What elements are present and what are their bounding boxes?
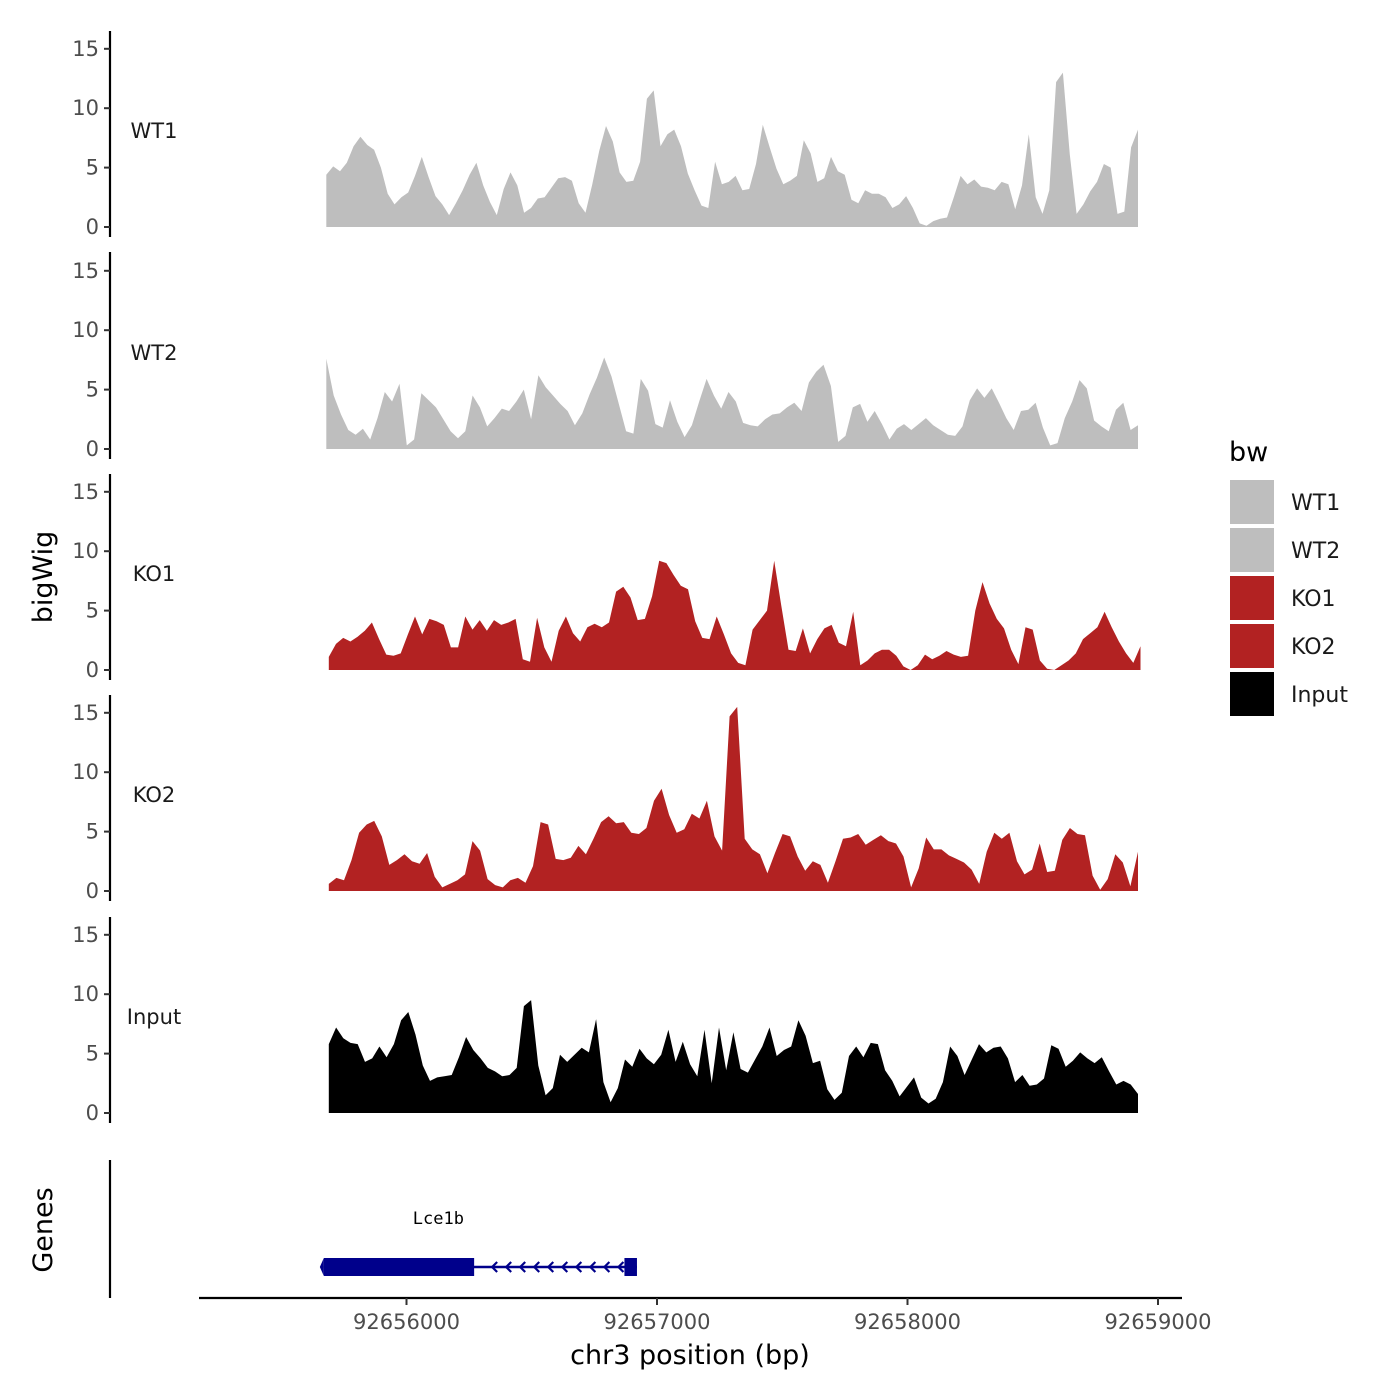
legend-label: WT1 <box>1291 491 1340 516</box>
signal-area-ko2 <box>328 706 1138 891</box>
y-tick-label: 5 <box>86 378 99 402</box>
y-tick-label: 0 <box>86 215 99 239</box>
y-tick-label: 10 <box>72 760 99 784</box>
genes-track: Genes Lce1b <box>28 1160 637 1298</box>
x-tick-label: 92658000 <box>854 1310 961 1334</box>
track-label-ko2: KO2 <box>133 783 176 807</box>
signal-tracks: 0 5 10 15 WT1 0 5 10 15 WT2 0 5 10 15 KO1 0 5 10 15 KO2 0 5 10… <box>72 31 1141 1125</box>
y-tick-label: 5 <box>86 820 99 844</box>
strand-arrow <box>602 1261 611 1273</box>
strand-arrow <box>532 1261 541 1273</box>
strand-arrow <box>546 1261 555 1273</box>
y-tick-label: 15 <box>72 37 99 61</box>
track-label-wt2: WT2 <box>131 341 178 365</box>
y-tick-label: 10 <box>72 539 99 563</box>
legend-label: KO1 <box>1291 587 1336 612</box>
gene-exon <box>624 1258 637 1276</box>
track-wt2: 0 5 10 15 WT2 <box>72 252 1138 461</box>
gene-start-cap <box>319 1258 324 1276</box>
track-label-ko1: KO1 <box>133 562 176 586</box>
strand-arrow <box>588 1261 597 1273</box>
x-axis-title: chr3 position (bp) <box>570 1340 810 1371</box>
track-label-input: Input <box>127 1005 181 1029</box>
gene-exon <box>323 1258 475 1276</box>
track-wt1: 0 5 10 15 WT1 <box>72 31 1138 239</box>
gene-name-label: Lce1b <box>413 1209 464 1229</box>
y-tick-label: 5 <box>86 599 99 623</box>
signal-area-ko1 <box>328 560 1141 670</box>
legend-item-input: Input <box>1230 672 1348 716</box>
signal-area-input <box>328 1000 1138 1113</box>
legend: bw WT1 WT2 KO1 KO2 Input <box>1229 437 1348 716</box>
strand-arrow <box>560 1261 569 1273</box>
legend-item-ko1: KO1 <box>1230 576 1336 620</box>
strand-arrow <box>490 1261 498 1273</box>
y-tick-label: 5 <box>86 156 99 180</box>
y-tick-label: 5 <box>86 1042 99 1066</box>
x-tick-label: 92659000 <box>1105 1310 1212 1334</box>
legend-item-ko2: KO2 <box>1230 624 1336 668</box>
x-axis: chr3 position (bp) 92656000 92657000 92658… <box>199 1296 1212 1371</box>
signal-area-wt1 <box>326 72 1138 227</box>
legend-title: bw <box>1229 437 1268 468</box>
track-input: 0 5 10 15 Input <box>72 917 1138 1125</box>
legend-swatch <box>1230 672 1274 716</box>
legend-item-wt1: WT1 <box>1230 480 1340 524</box>
genes-track-title: Genes <box>28 1187 59 1272</box>
strand-arrow <box>518 1261 526 1273</box>
gene-lce1b: Lce1b <box>319 1209 637 1276</box>
y-tick-label: 15 <box>72 259 99 283</box>
legend-label: Input <box>1291 683 1348 708</box>
legend-swatch <box>1230 576 1274 620</box>
y-tick-label: 0 <box>86 437 99 461</box>
y-tick-label: 0 <box>86 1101 99 1125</box>
y-tick-label: 0 <box>86 658 99 682</box>
x-tick-label: 92657000 <box>604 1310 711 1334</box>
y-tick-label: 10 <box>72 96 99 120</box>
track-ko2: 0 5 10 15 KO2 <box>72 695 1138 903</box>
track-ko1: 0 5 10 15 KO1 <box>72 474 1141 682</box>
signal-area-wt2 <box>326 357 1138 449</box>
strand-arrow <box>574 1261 583 1273</box>
legend-label: KO2 <box>1291 635 1336 660</box>
strand-arrow <box>504 1261 512 1273</box>
y-tick-label: 10 <box>72 318 99 342</box>
track-label-wt1: WT1 <box>131 119 178 143</box>
strand-arrow <box>616 1261 625 1273</box>
y-tick-label: 10 <box>72 982 99 1006</box>
y-tick-label: 15 <box>72 480 99 504</box>
y-tick-label: 15 <box>72 701 99 725</box>
legend-item-wt2: WT2 <box>1230 528 1340 572</box>
legend-swatch <box>1230 624 1274 668</box>
legend-swatch <box>1230 480 1274 524</box>
y-tick-label: 15 <box>72 923 99 947</box>
legend-label: WT2 <box>1291 539 1340 564</box>
x-tick-label: 92656000 <box>353 1310 460 1334</box>
y-axis-title: bigWig <box>28 531 59 624</box>
legend-swatch <box>1230 528 1274 572</box>
y-tick-label: 0 <box>86 879 99 903</box>
